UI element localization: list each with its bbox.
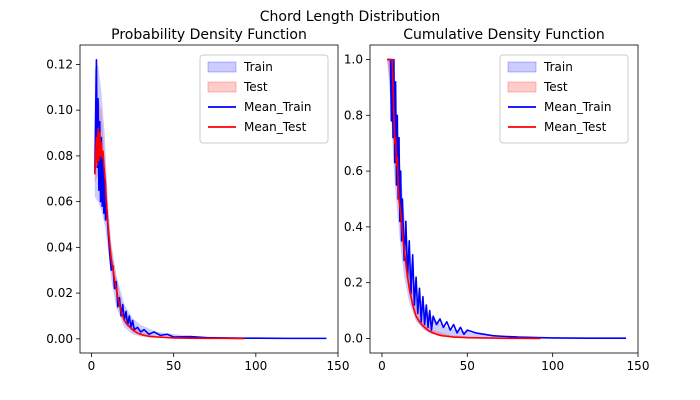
y-tick-label: 0.4 [344,220,363,234]
chart-title: Cumulative Density Function [403,27,605,43]
y-tick-label: 0.00 [46,332,73,346]
y-tick-label: 0.10 [46,103,73,117]
legend-label: Test [543,80,568,94]
legend-swatch [507,61,537,73]
legend-entry-mean-test: Mean_Test [508,120,607,134]
chart-panels: Probability Density Function 0 50 100 150 0.0… [46,27,649,373]
legend-label: Mean_Test [544,120,607,134]
y-tick-label: 0.08 [46,149,73,163]
x-tick-label: 50 [166,359,181,373]
legend-entry-mean-train: Mean_Train [508,100,612,114]
x-tick-label: 0 [378,359,386,373]
plot-area [93,59,327,340]
y-tick-label: 0.04 [46,240,73,254]
legend: Train Test Mean_Train Mean_Test [499,54,629,144]
axes-frame [79,44,339,354]
y-tick-label: 1.0 [344,53,363,67]
y-tick-label: 0.2 [344,276,363,290]
legend: Train Test Mean_Train Mean_Test [199,54,329,144]
plot-area [387,58,627,340]
legend-entry-mean-train: Mean_Train [208,100,312,114]
legend-entry-mean-test: Mean_Test [208,120,307,134]
y-tick-label: 0.0 [344,331,363,345]
y-tick-label: 0.12 [46,57,73,71]
y-tick-label: 0.6 [344,164,363,178]
legend-entry-train: Train [507,60,573,74]
legend-label: Test [243,80,268,94]
legend-label: Mean_Train [544,100,612,114]
legend-frame [499,54,629,144]
legend-entry-train: Train [207,60,273,74]
chart-title: Probability Density Function [111,27,307,43]
legend-entry-test: Test [507,80,568,94]
legend-swatch [207,81,237,93]
legend-label: Mean_Train [244,100,312,114]
legend-label: Train [543,60,573,74]
chart-panel-1: Probability Density Function 0 50 100 150 0.0… [46,27,349,373]
legend-swatch [507,81,537,93]
figure-suptitle: Chord Length Distribution [260,9,440,25]
y-tick-label: 0.8 [344,108,363,122]
legend-swatch [207,61,237,73]
axes-frame [369,44,639,354]
chart-panel-2: Cumulative Density Function 0 50 100 150 0.0 0… [344,27,650,373]
x-tick-label: 150 [327,359,350,373]
y-tick-label: 0.06 [46,195,73,209]
series-line-mean-train [93,59,327,340]
y-tick-label: 0.02 [46,286,73,300]
x-tick-label: 100 [541,359,564,373]
legend-frame [199,54,329,144]
series-line-mean-train [387,58,627,340]
x-tick-label: 0 [88,359,96,373]
legend-label: Mean_Test [244,120,307,134]
series-line-mean-test [387,58,541,340]
legend-entry-test: Test [207,80,268,94]
legend-label: Train [243,60,273,74]
x-tick-label: 150 [627,359,650,373]
series-line-mean-test [93,127,245,340]
x-tick-label: 100 [244,359,267,373]
x-tick-label: 50 [460,359,475,373]
